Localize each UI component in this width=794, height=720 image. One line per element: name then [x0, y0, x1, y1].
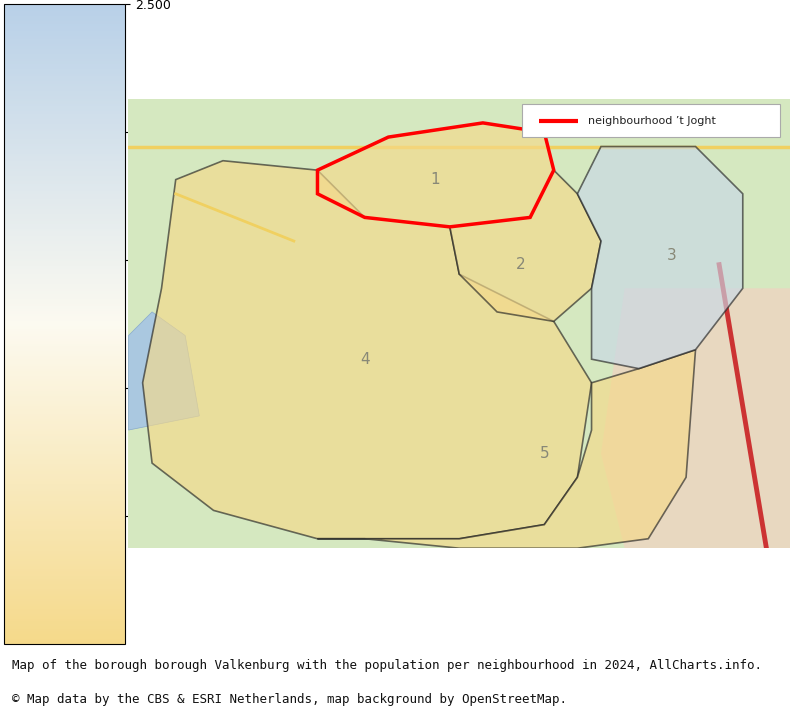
Text: © Map data by the CBS & ESRI Netherlands, map background by OpenStreetMap.: © Map data by the CBS & ESRI Netherlands… — [12, 693, 567, 706]
Polygon shape — [449, 170, 601, 321]
Text: 2: 2 — [516, 257, 526, 272]
Text: neighbourhood ’t Joght: neighbourhood ’t Joght — [588, 116, 716, 125]
Text: 5: 5 — [539, 446, 549, 462]
Text: 3: 3 — [667, 248, 676, 263]
FancyBboxPatch shape — [522, 104, 781, 138]
Text: Map of the borough borough Valkenburg with the population per neighbourhood in 2: Map of the borough borough Valkenburg wi… — [12, 660, 761, 672]
Polygon shape — [318, 123, 553, 227]
Text: 1: 1 — [431, 172, 441, 187]
Polygon shape — [577, 147, 742, 369]
Polygon shape — [601, 288, 790, 548]
Polygon shape — [318, 350, 696, 548]
Text: 4: 4 — [360, 351, 369, 366]
Polygon shape — [129, 312, 199, 430]
Polygon shape — [143, 161, 592, 539]
